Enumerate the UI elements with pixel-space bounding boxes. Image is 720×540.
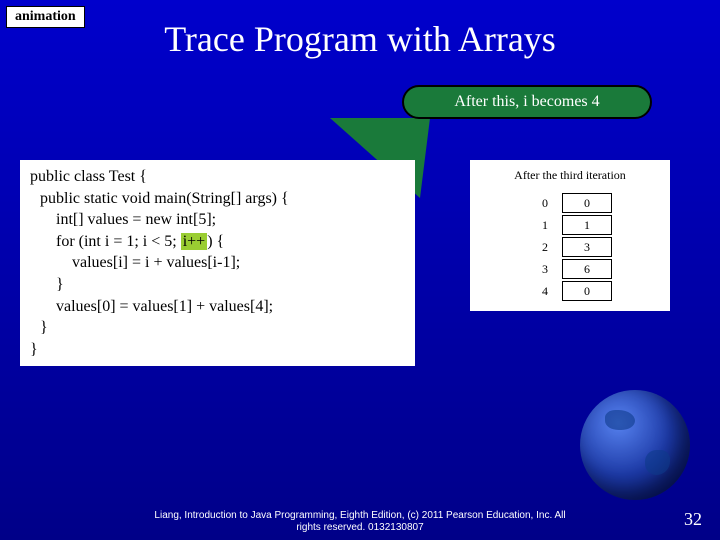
array-index: 2 <box>528 240 548 255</box>
code-line: for (int i = 1; i < 5; i++) { <box>30 231 405 253</box>
array-cell: 3 <box>562 237 612 257</box>
slide-title: Trace Program with Arrays <box>164 18 556 60</box>
array-index: 3 <box>528 262 548 277</box>
array-row: 2 3 <box>482 237 658 257</box>
code-line: values[i] = i + values[i-1]; <box>30 252 405 274</box>
array-diagram: After the third iteration 0 0 1 1 2 3 3 … <box>470 160 670 311</box>
array-index: 0 <box>528 196 548 211</box>
code-line: } <box>30 274 405 296</box>
array-caption: After the third iteration <box>482 168 658 183</box>
code-line: } <box>30 339 405 361</box>
callout-bubble: After this, i becomes 4 <box>402 85 652 119</box>
array-cell: 0 <box>562 193 612 213</box>
array-index: 1 <box>528 218 548 233</box>
code-line: int[] values = new int[5]; <box>30 209 405 231</box>
footer-citation: Liang, Introduction to Java Programming,… <box>0 510 720 534</box>
array-row: 0 0 <box>482 193 658 213</box>
code-line: } <box>30 317 405 339</box>
array-cell: 0 <box>562 281 612 301</box>
globe-decoration <box>580 390 690 500</box>
array-cell: 1 <box>562 215 612 235</box>
code-line: public static void main(String[] args) { <box>30 188 405 210</box>
code-text: ) { <box>207 233 224 250</box>
animation-badge: animation <box>6 6 85 28</box>
array-index: 4 <box>528 284 548 299</box>
array-row: 3 6 <box>482 259 658 279</box>
code-highlight: i++ <box>181 233 208 250</box>
code-block: public class Test { public static void m… <box>20 160 415 366</box>
footer-line: Liang, Introduction to Java Programming,… <box>154 510 565 521</box>
array-cell: 6 <box>562 259 612 279</box>
slide-number: 32 <box>684 509 702 530</box>
code-line: values[0] = values[1] + values[4]; <box>30 296 405 318</box>
array-row: 4 0 <box>482 281 658 301</box>
array-row: 1 1 <box>482 215 658 235</box>
footer-line: rights reserved. 0132130807 <box>296 522 423 533</box>
code-text: for (int i = 1; i < 5; <box>56 233 181 250</box>
code-line: public class Test { <box>30 166 405 188</box>
